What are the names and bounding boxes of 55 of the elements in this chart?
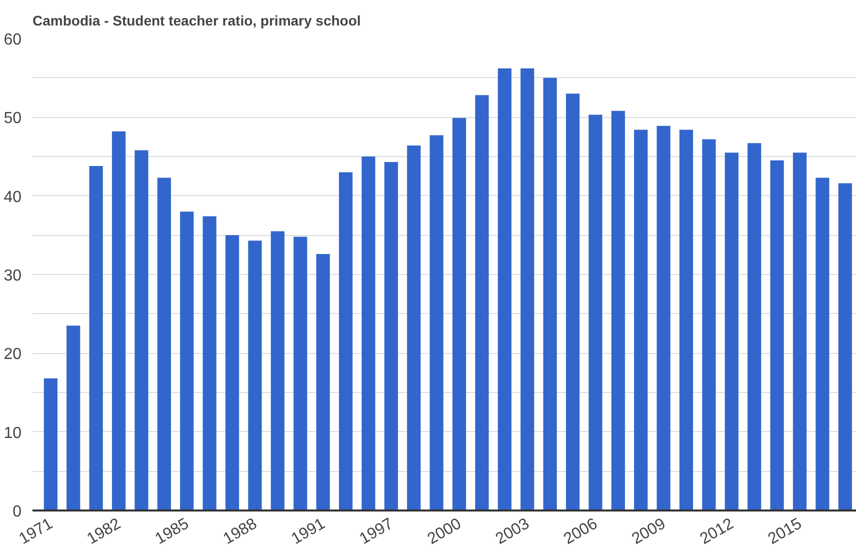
bar — [248, 240, 262, 510]
x-tick-label: 2009 — [629, 515, 669, 548]
bar — [407, 145, 421, 510]
y-tick-label: 60 — [4, 32, 22, 48]
bar — [89, 166, 103, 510]
y-tick-label: 30 — [4, 268, 22, 284]
bar — [588, 114, 602, 510]
x-tick-label: 1991 — [288, 515, 328, 548]
x-tick-label: 2012 — [697, 515, 737, 548]
x-tick-label: 2000 — [424, 515, 464, 548]
bar — [294, 236, 308, 510]
bar — [452, 118, 466, 510]
x-tick-label: 1985 — [152, 515, 192, 548]
bar — [338, 172, 353, 510]
bar — [702, 139, 716, 510]
bar — [270, 231, 284, 510]
y-tick-label: 50 — [4, 110, 22, 128]
bar — [362, 156, 376, 510]
bar — [225, 235, 240, 510]
bar — [112, 131, 126, 510]
x-tick-label: 1988 — [220, 515, 260, 548]
bar — [384, 162, 398, 510]
bar — [679, 130, 694, 510]
bar — [634, 130, 648, 510]
bar — [792, 152, 807, 510]
y-tick-label: 40 — [4, 188, 22, 206]
bar — [157, 178, 171, 510]
bar — [202, 216, 216, 510]
chart-title: Cambodia - Student teacher ratio, primary school — [32, 12, 361, 28]
x-tick-label: 2006 — [561, 515, 601, 548]
bar — [724, 152, 738, 510]
y-tick-label: 20 — [4, 346, 22, 364]
x-tick-label: 2015 — [765, 515, 805, 548]
bar — [316, 254, 330, 510]
bar — [543, 78, 557, 510]
bar — [566, 94, 580, 510]
bar — [520, 68, 534, 510]
bar — [770, 160, 784, 510]
bar — [816, 178, 830, 510]
bar — [748, 143, 762, 510]
bar — [134, 150, 148, 510]
bar — [656, 126, 670, 510]
bar — [44, 378, 58, 510]
x-tick-label: 1997 — [356, 515, 396, 548]
bar — [180, 212, 194, 510]
x-tick-label: 1982 — [84, 515, 124, 548]
bar — [611, 110, 625, 510]
y-tick-label: 0 — [12, 504, 22, 520]
bar — [498, 68, 512, 510]
x-tick-label: 2003 — [493, 515, 532, 548]
bar — [475, 95, 489, 510]
bar — [66, 326, 80, 510]
bar — [430, 135, 444, 510]
y-tick-label: 10 — [4, 424, 22, 442]
bar — [838, 183, 852, 510]
